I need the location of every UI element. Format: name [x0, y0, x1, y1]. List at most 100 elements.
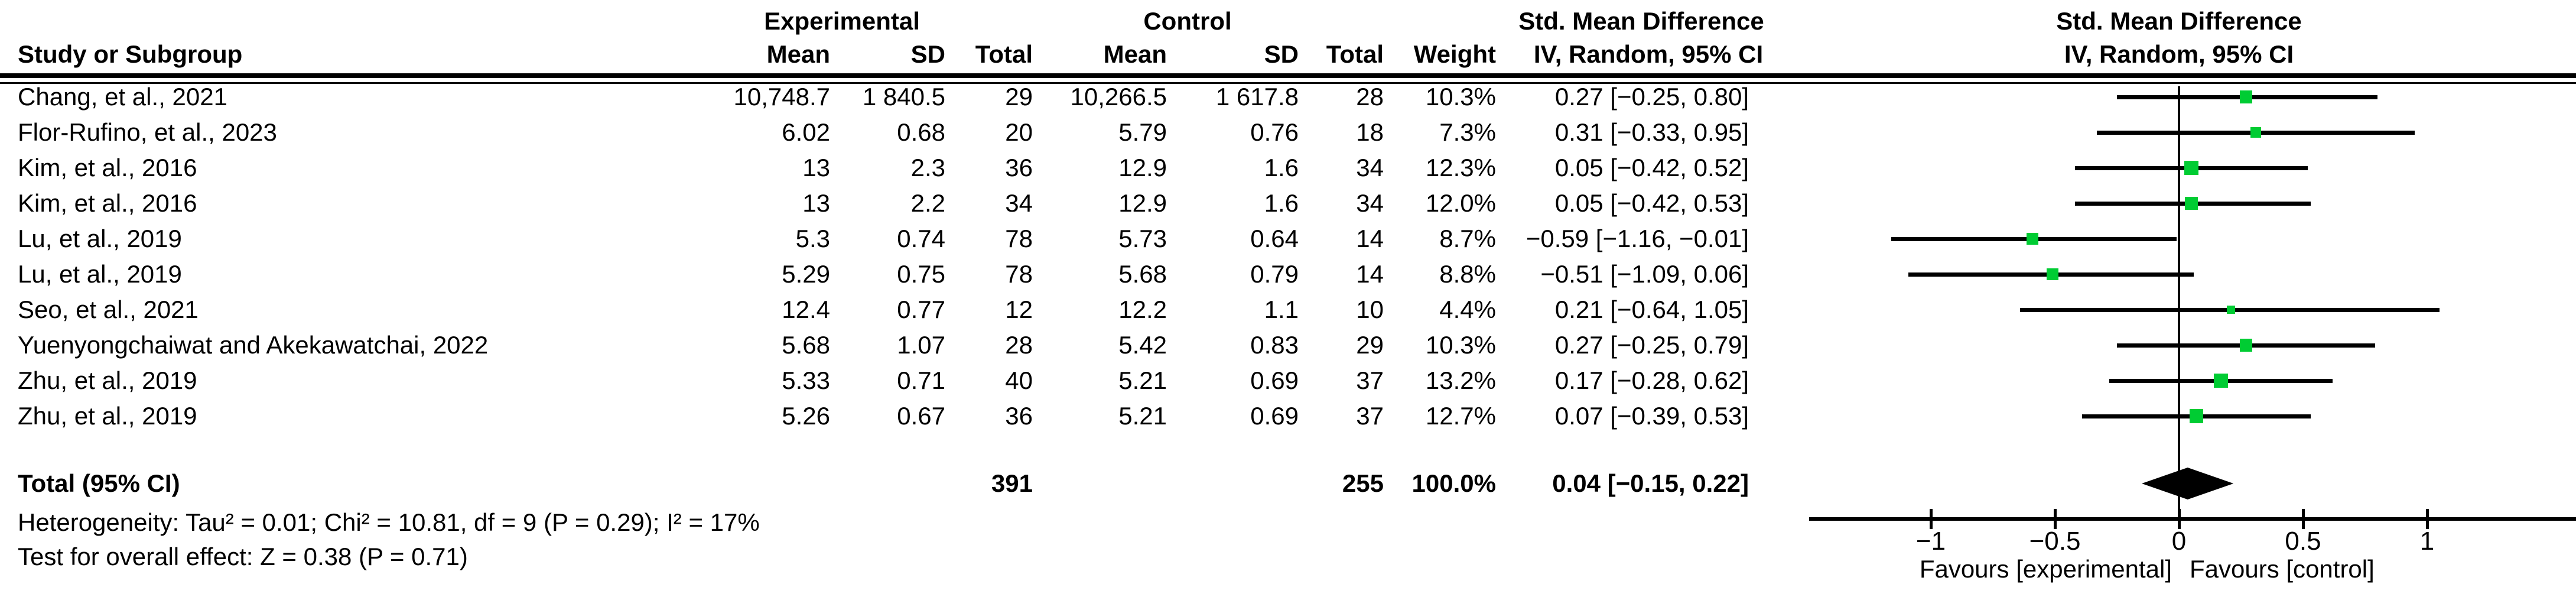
ctrl-mean-cell: 5.79	[1118, 118, 1167, 146]
axis-tick	[2053, 509, 2057, 529]
study-column-header: Study or Subgroup	[18, 40, 243, 68]
exp-total-cell: 28	[1005, 331, 1033, 359]
exp-mean-cell: 5.33	[782, 366, 830, 394]
ctrl-sd-cell: 0.69	[1250, 366, 1299, 394]
total-ctrl-total: 255	[1342, 469, 1384, 497]
exp-sd-cell: 1.07	[897, 331, 945, 359]
exp-sd-cell: 0.75	[897, 260, 945, 288]
ctrl-sd-cell: 0.79	[1250, 260, 1299, 288]
ctrl-total-cell: 34	[1356, 154, 1384, 181]
ctrl-sd-cell: 0.64	[1250, 225, 1299, 252]
exp-total-cell: 36	[1005, 402, 1033, 430]
axis-tick	[2425, 509, 2429, 529]
total-row: Total (95% CI) 391 255 100.0% 0.04 [−0.1…	[0, 466, 2576, 501]
axis-tick-label: 0	[2171, 527, 2187, 556]
study-cell: Kim, et al., 2016	[18, 189, 197, 217]
axis-tick-label: −1	[1915, 527, 1946, 556]
axis-tick-label: −0.5	[2029, 527, 2081, 556]
exp-total-cell: 12	[1005, 296, 1033, 323]
ci-cell: 0.31 [−0.33, 0.95]	[1554, 118, 1749, 146]
weight-cell: 8.8%	[1439, 260, 1496, 288]
table-row: Flor-Rufino, et al., 2023 6.02 0.68 20 5.79 0…	[0, 115, 2576, 150]
effect-marker	[2239, 339, 2252, 352]
ctrl-sd-cell: 1.1	[1264, 296, 1299, 323]
axis-tick-label: 1	[2419, 527, 2435, 556]
exp-total-cell: 78	[1005, 260, 1033, 288]
ci-cell: −0.51 [−1.09, 0.06]	[1540, 260, 1749, 288]
exp-total-cell: 36	[1005, 154, 1033, 181]
ctrl-total-cell: 29	[1356, 331, 1384, 359]
exp-mean-cell: 5.26	[782, 402, 830, 430]
axis-tick	[2177, 509, 2181, 529]
effect-marker	[2184, 196, 2198, 210]
weight-cell: 12.7%	[1425, 402, 1496, 430]
exp-total-cell: 34	[1005, 189, 1033, 217]
ci-cell: 0.05 [−0.42, 0.53]	[1554, 189, 1749, 217]
effect-marker	[2184, 161, 2198, 175]
weight-cell: 13.2%	[1425, 366, 1496, 394]
study-cell: Chang, et al., 2021	[18, 83, 227, 111]
overall-effect-note: Test for overall effect: Z = 0.38 (P = 0…	[18, 543, 468, 570]
ctrl-total-column-header: Total	[1326, 40, 1384, 68]
exp-sd-cell: 0.77	[897, 296, 945, 323]
ci-cell: 0.05 [−0.42, 0.52]	[1554, 154, 1749, 181]
heterogeneity-note: Heterogeneity: Tau² = 0.01; Chi² = 10.81…	[18, 508, 760, 536]
table-row: Lu, et al., 2019 5.29 0.75 78 5.68 0.79 14 8.8%…	[0, 257, 2576, 292]
ci-text-column-header: IV, Random, 95% CI	[1533, 40, 1764, 68]
weight-cell: 12.3%	[1425, 154, 1496, 181]
exp-sd-cell: 2.2	[910, 189, 945, 217]
ctrl-total-cell: 37	[1356, 402, 1384, 430]
experimental-group-header: Experimental	[764, 7, 920, 35]
exp-mean-cell: 5.3	[795, 225, 830, 252]
table-row: Zhu, et al., 2019 5.33 0.71 40 5.21 0.69 37 13.…	[0, 363, 2576, 398]
total-ci: 0.04 [−0.15, 0.22]	[1552, 469, 1749, 497]
weight-cell: 8.7%	[1439, 225, 1496, 252]
effect-marker	[2027, 233, 2038, 245]
total-exp-total: 391	[991, 469, 1033, 497]
ctrl-mean-cell: 5.73	[1118, 225, 1167, 252]
exp-total-column-header: Total	[975, 40, 1033, 68]
ci-cell: 0.17 [−0.28, 0.62]	[1554, 366, 1749, 394]
exp-total-cell: 40	[1005, 366, 1033, 394]
ci-cell: 0.07 [−0.39, 0.53]	[1554, 402, 1749, 430]
x-axis-line	[1809, 517, 2576, 521]
effect-marker	[2047, 268, 2058, 280]
exp-mean-column-header: Mean	[766, 40, 830, 68]
ctrl-mean-cell: 5.21	[1118, 402, 1167, 430]
table-row: Kim, et al., 2016 13 2.2 34 12.9 1.6 34 12.0% 0.…	[0, 186, 2576, 221]
exp-total-cell: 78	[1005, 225, 1033, 252]
ci-cell: −0.59 [−1.16, −0.01]	[1526, 225, 1749, 252]
group-header-row: Experimental Control Std. Mean Differenc…	[0, 5, 2576, 38]
axis-tick-label: 0.5	[2285, 527, 2321, 556]
total-weight: 100.0%	[1411, 469, 1496, 497]
control-group-header: Control	[1143, 7, 1232, 35]
weight-cell: 10.3%	[1425, 331, 1496, 359]
exp-total-cell: 20	[1005, 118, 1033, 146]
exp-sd-cell: 0.74	[897, 225, 945, 252]
exp-total-cell: 29	[1005, 83, 1033, 111]
ci-plot-column-header: IV, Random, 95% CI	[2064, 40, 2294, 68]
axis-tick	[1929, 509, 1933, 529]
table-row: Seo, et al., 2021 12.4 0.77 12 12.2 1.1 10 4.4%…	[0, 292, 2576, 327]
exp-sd-column-header: SD	[910, 40, 945, 68]
ctrl-mean-cell: 12.2	[1118, 296, 1167, 323]
ctrl-sd-cell: 0.76	[1250, 118, 1299, 146]
table-row: Chang, et al., 2021 10,748.7 1 840.5 29 10,2…	[0, 79, 2576, 115]
table-row: Yuenyongchaiwat and Akekawatchai, 2022 5.…	[0, 327, 2576, 363]
study-cell: Seo, et al., 2021	[18, 296, 199, 323]
study-cell: Lu, et al., 2019	[18, 225, 182, 252]
effect-marker	[2189, 409, 2204, 423]
effect-marker	[2214, 374, 2229, 388]
effect-marker	[2250, 127, 2262, 138]
favours-experimental-label: Favours [experimental]	[1919, 555, 2172, 583]
ctrl-sd-cell: 1.6	[1264, 189, 1299, 217]
ctrl-mean-cell: 12.9	[1118, 154, 1167, 181]
exp-sd-cell: 1 840.5	[862, 83, 945, 111]
ctrl-sd-cell: 1 617.8	[1215, 83, 1299, 111]
exp-sd-cell: 0.68	[897, 118, 945, 146]
zero-reference-line	[2178, 86, 2180, 520]
table-row: Kim, et al., 2016 13 2.3 36 12.9 1.6 34 12.3% 0.…	[0, 150, 2576, 186]
weight-cell: 12.0%	[1425, 189, 1496, 217]
exp-mean-cell: 10,748.7	[733, 83, 831, 111]
